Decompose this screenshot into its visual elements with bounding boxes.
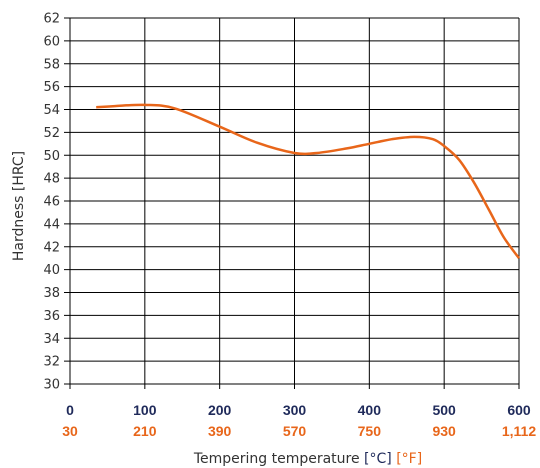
x-axis-title: Tempering temperature [°C] [°F]	[193, 451, 422, 467]
x-axis-title-text: Tempering temperature	[193, 451, 360, 467]
x-tick-label-celsius: 0	[66, 402, 74, 418]
y-tick-label: 42	[43, 240, 60, 255]
x-tick-label-fahrenheit: 570	[283, 423, 307, 439]
y-tick-label: 34	[43, 332, 60, 347]
y-tick-label: 62	[43, 12, 60, 27]
x-tick-label-fahrenheit: 1,112	[502, 423, 536, 439]
y-tick-label: 48	[43, 172, 60, 187]
x-tick-label-celsius: 300	[283, 402, 307, 418]
x-tick-label-celsius: 200	[208, 402, 232, 418]
x-tick-label-fahrenheit: 210	[133, 423, 157, 439]
y-tick-label: 54	[43, 103, 60, 118]
y-tick-labels: 30 32 34 36 38 40 42 44 46 48 50 52 54 56 58 60 62	[43, 12, 60, 393]
x-tick-label-celsius: 500	[432, 402, 456, 418]
y-axis-title: Hardness [HRC]	[11, 151, 27, 261]
x-tick-label-fahrenheit: 750	[358, 423, 382, 439]
y-tick-label: 46	[43, 195, 60, 210]
y-tick-label: 40	[43, 263, 60, 278]
y-tick-label: 60	[43, 34, 60, 49]
y-tick-label: 56	[43, 80, 60, 95]
x-tick-labels: 0 30 100 210 200 390 300 570 400 750 500 930 600 1,11…	[62, 402, 536, 439]
grid	[64, 17, 520, 389]
x-tick-label-celsius: 400	[358, 402, 382, 418]
y-tick-label: 32	[43, 355, 60, 370]
y-tick-label: 50	[43, 149, 60, 164]
x-axis-unit-celsius: [°C]	[364, 451, 392, 467]
y-tick-label: 36	[43, 309, 60, 324]
x-tick-label-celsius: 600	[507, 402, 531, 418]
x-tick-label-fahrenheit: 390	[208, 423, 232, 439]
y-tick-label: 38	[43, 286, 60, 301]
y-tick-label: 30	[43, 378, 60, 393]
x-tick-label-fahrenheit: 30	[62, 423, 78, 439]
hardness-curve	[96, 103, 521, 259]
y-tick-label: 44	[43, 217, 60, 232]
x-tick-label-celsius: 100	[133, 402, 157, 418]
x-axis-unit-fahrenheit: [°F]	[396, 451, 422, 467]
y-tick-label: 58	[43, 57, 60, 72]
y-tick-label: 52	[43, 126, 60, 141]
x-tick-label-fahrenheit: 930	[432, 423, 456, 439]
